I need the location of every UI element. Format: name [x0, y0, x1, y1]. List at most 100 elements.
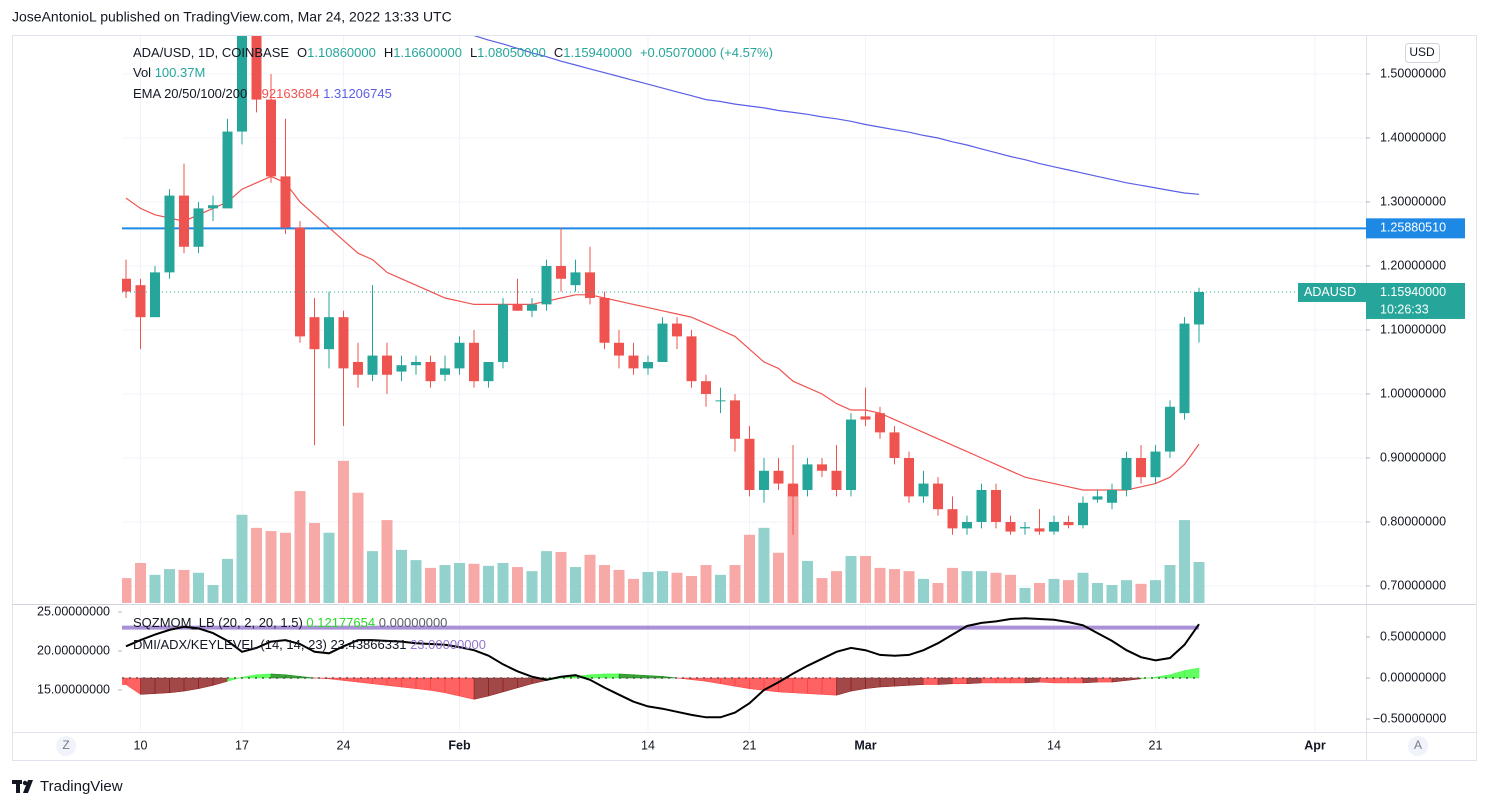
momentum-segment — [299, 676, 315, 679]
candle-body — [1092, 496, 1103, 500]
candle-body — [411, 361, 421, 366]
candle-body — [1049, 521, 1059, 532]
volume-bar — [1063, 580, 1074, 603]
candle-body — [295, 227, 305, 337]
candle-body — [831, 470, 842, 490]
brand-logo — [12, 780, 33, 793]
candle-body — [860, 416, 871, 420]
candle-body — [1078, 502, 1088, 526]
volume-bar — [367, 551, 378, 603]
momentum-segment — [154, 677, 170, 694]
legend-dmi-value: 23.43866331 — [331, 637, 407, 652]
momentum-segment — [705, 677, 721, 685]
momentum-segment — [125, 677, 141, 695]
volume-bar — [135, 562, 146, 603]
candle-body — [1136, 457, 1146, 478]
left-tick-label: 15.00000000 — [37, 682, 110, 696]
candle-body — [541, 265, 552, 305]
momentum-segment — [879, 677, 895, 688]
candle-body — [599, 297, 610, 343]
momentum-segment — [122, 677, 127, 685]
candle-body — [1150, 451, 1161, 478]
x-tick-label: Feb — [448, 738, 471, 752]
price-pane — [122, 36, 1366, 535]
volume-bar — [236, 514, 248, 603]
volume-bar — [642, 571, 654, 603]
hline-tag — [1366, 218, 1465, 239]
volume-bar — [758, 527, 770, 603]
auto-scale-button[interactable] — [1408, 736, 1428, 756]
momentum-segment — [894, 677, 910, 687]
candle-body — [440, 368, 450, 375]
volume-bar — [439, 565, 451, 603]
y-tick-label: 0.90000000 — [1380, 450, 1446, 464]
volume-bar — [686, 576, 697, 603]
candle-body — [802, 464, 813, 490]
candle-body — [686, 336, 697, 382]
momentum-segment — [749, 677, 765, 691]
last-price-label: 1.15940000 — [1380, 285, 1446, 299]
candle-body — [309, 317, 320, 350]
candle-body — [1179, 323, 1190, 414]
volume-bar — [584, 554, 596, 603]
volume-bar — [889, 569, 900, 603]
candle-body — [715, 400, 726, 402]
candle-body — [962, 521, 972, 529]
y-tick-label: 1.40000000 — [1380, 130, 1446, 144]
momentum-segment — [966, 677, 982, 685]
candle-body — [947, 509, 958, 529]
x-tick-label: 21 — [743, 738, 757, 752]
volume-bars — [122, 460, 1205, 603]
left-tick-label: 25.00000000 — [37, 604, 110, 618]
adx-line — [125, 617, 1200, 719]
volume-bar — [251, 527, 262, 603]
volume-bar — [903, 571, 915, 603]
candle-body — [875, 413, 885, 433]
candle-body — [614, 342, 624, 356]
volume-bar — [122, 578, 132, 603]
legend-sqzmom-value: 0.00000000 — [379, 615, 448, 630]
zoom-button[interactable] — [56, 736, 76, 756]
volume-bar — [1019, 587, 1031, 603]
x-tick-label: 14 — [641, 738, 655, 752]
candle-body — [454, 342, 465, 369]
momentum-segment — [459, 677, 475, 700]
momentum-segment — [328, 677, 344, 681]
legend-ohlc-value: 1.10860000 — [307, 45, 376, 60]
candle-body — [570, 272, 581, 286]
volume-bar — [164, 569, 175, 603]
volume-bar — [1164, 565, 1176, 603]
momentum-segment — [140, 677, 156, 695]
right-tick-label: 0.00000000 — [1380, 670, 1446, 684]
legend-sqzmom-value: 0.12177654 — [306, 615, 375, 630]
last-price-tag — [1366, 282, 1465, 319]
candle-body — [1194, 291, 1204, 325]
volume-bar — [207, 585, 219, 603]
currency-box[interactable] — [1405, 43, 1440, 63]
momentum-segment — [488, 677, 504, 697]
candle-body — [527, 304, 537, 311]
volume-bar — [381, 520, 393, 603]
x-tick-label: 17 — [235, 738, 249, 752]
candle-body — [759, 470, 769, 490]
candle-body — [367, 355, 378, 375]
candle-body — [135, 285, 146, 318]
volume-bar — [468, 563, 480, 603]
momentum-segment — [1155, 674, 1171, 679]
candle-body — [469, 342, 479, 382]
candle-body — [382, 355, 392, 375]
candle-body — [1107, 489, 1117, 503]
volume-bar — [671, 572, 683, 603]
candle-body — [657, 323, 668, 362]
volume-bar — [1135, 583, 1147, 603]
candle-body — [1005, 521, 1016, 532]
volume-bar — [396, 549, 407, 603]
momentum-segment — [734, 677, 750, 689]
candle-body — [933, 483, 943, 510]
legend-ohlc-key: O — [297, 45, 307, 60]
auto-scale-label: A — [1414, 738, 1422, 752]
legend-ema-value: 1.31206745 — [323, 86, 392, 101]
momentum-segment — [952, 677, 968, 685]
candle-body — [150, 272, 160, 318]
